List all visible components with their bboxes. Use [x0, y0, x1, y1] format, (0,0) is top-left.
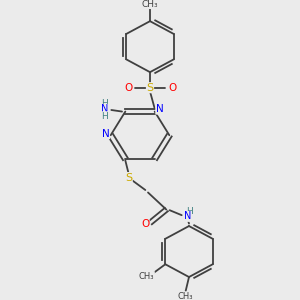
- Text: H: H: [186, 207, 192, 216]
- Text: CH₃: CH₃: [139, 272, 154, 280]
- Text: N: N: [100, 104, 108, 114]
- Text: N: N: [184, 212, 191, 221]
- Text: H: H: [101, 99, 108, 108]
- Text: N: N: [102, 129, 110, 139]
- Text: O: O: [124, 83, 132, 93]
- Text: S: S: [125, 172, 132, 183]
- Text: CH₃: CH₃: [178, 292, 194, 300]
- Text: H: H: [101, 112, 108, 121]
- Text: O: O: [168, 83, 176, 93]
- Text: S: S: [146, 83, 154, 93]
- Text: N: N: [156, 104, 164, 114]
- Text: CH₃: CH₃: [142, 0, 158, 9]
- Text: O: O: [141, 219, 149, 229]
